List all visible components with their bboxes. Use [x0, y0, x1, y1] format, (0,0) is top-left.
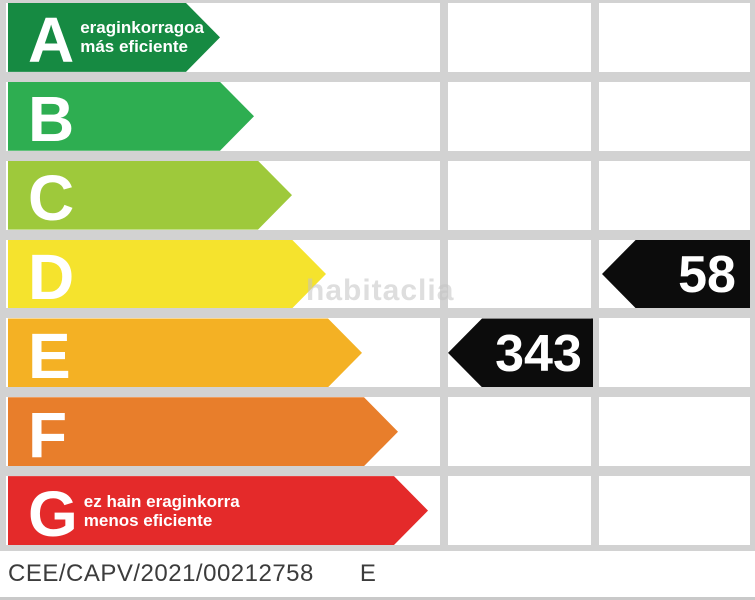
sublabel-g-line2: menos eficiente — [83, 510, 213, 530]
efficiency-scale-grid: A eraginkorragoa más eficiente B — [0, 0, 755, 551]
value-cell-b-mid — [448, 81, 591, 151]
rating-cell-a: A eraginkorragoa más eficiente — [6, 3, 440, 72]
value-cell-c-mid — [448, 160, 591, 230]
rating-letter-d: D — [28, 241, 74, 313]
certificate-reference: CEE/CAPV/2021/00212758 — [8, 560, 314, 587]
rating-arrow-f: F — [8, 397, 398, 466]
rating-row-a: A eraginkorragoa más eficiente — [6, 3, 750, 72]
rating-cell-g: G ez hain eraginkorra menos eficiente — [6, 476, 440, 545]
rating-letter-b: B — [28, 83, 74, 156]
rating-letter-f: F — [28, 398, 67, 471]
rating-row-b: B — [6, 81, 750, 151]
value-cell-f-right — [599, 397, 750, 467]
rating-row-g: G ez hain eraginkorra menos eficiente — [6, 476, 750, 545]
rating-row-c: C — [6, 160, 750, 230]
value-cell-d-right: 58 — [599, 239, 750, 309]
rating-cell-c: C — [6, 160, 440, 230]
rating-letter-a: A — [28, 4, 74, 77]
value-cell-a-right — [599, 3, 750, 72]
indicator-arrow-e: 343 — [448, 318, 593, 388]
rating-cell-e: E — [6, 318, 440, 387]
value-cell-e-right — [599, 318, 750, 388]
sublabel-a-line1: eraginkorragoa — [80, 18, 204, 38]
rating-arrow-b: B — [8, 82, 254, 151]
indicator-arrow-d: 58 — [602, 239, 750, 309]
value-cell-g-mid — [448, 476, 591, 546]
indicator-value-d: 58 — [678, 246, 736, 304]
rating-cell-d: D — [6, 239, 440, 309]
rating-row-d: D 58 — [6, 239, 750, 309]
certificate-footer: CEE/CAPV/2021/00212758 E — [0, 551, 755, 600]
value-cell-f-mid — [448, 397, 591, 467]
rating-arrow-d: D — [8, 240, 326, 309]
rating-row-e: E 343 — [6, 318, 750, 387]
rating-cell-f: F — [6, 397, 440, 466]
certificate-rating-letter: E — [359, 560, 377, 587]
rating-arrow-a: A eraginkorragoa más eficiente — [8, 3, 220, 72]
value-cell-c-right — [599, 160, 750, 230]
value-cell-e-mid: 343 — [448, 318, 593, 388]
sublabel-g-line1: ez hain eraginkorra — [83, 491, 240, 511]
rating-sublabel-g: ez hain eraginkorra menos eficiente — [77, 492, 240, 530]
rating-cell-b: B — [6, 81, 440, 151]
value-cell-b-right — [599, 81, 750, 151]
rating-letter-g: G — [28, 477, 77, 550]
rating-arrow-g: G ez hain eraginkorra menos eficiente — [8, 476, 428, 545]
rating-letter-e: E — [28, 319, 70, 392]
rating-arrow-e: E — [8, 318, 362, 387]
rating-row-f: F — [6, 397, 750, 466]
rating-arrow-c: C — [8, 161, 292, 230]
sublabel-a-line2: más eficiente — [80, 37, 188, 57]
value-cell-a-mid — [448, 3, 591, 72]
value-cell-g-right — [599, 476, 750, 546]
value-cell-d-mid — [448, 239, 591, 309]
rating-letter-c: C — [28, 162, 74, 235]
indicator-value-e: 343 — [495, 324, 582, 383]
rating-sublabel-a: eraginkorragoa más eficiente — [73, 18, 204, 56]
